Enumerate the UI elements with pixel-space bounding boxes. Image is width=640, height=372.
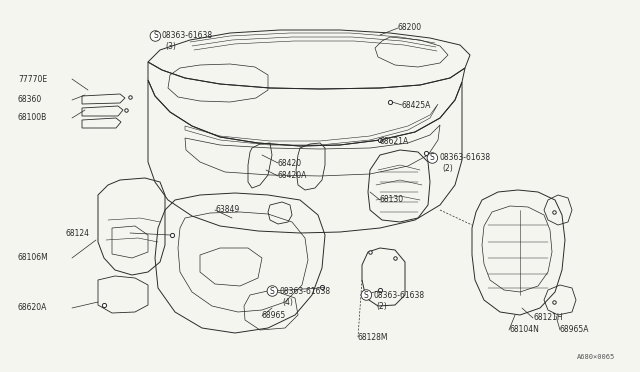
Text: 63849: 63849 [215, 205, 239, 215]
Text: 68965A: 68965A [560, 326, 589, 334]
Text: S: S [270, 286, 275, 295]
Text: 08363-61638: 08363-61638 [162, 32, 213, 41]
Text: 68130: 68130 [380, 196, 404, 205]
Text: S: S [153, 32, 157, 41]
Text: 68420A: 68420A [278, 171, 307, 180]
Text: (4): (4) [282, 298, 293, 307]
Text: 68128M: 68128M [358, 333, 388, 341]
Text: 68621A: 68621A [380, 138, 409, 147]
Text: 08363-61638: 08363-61638 [439, 154, 490, 163]
Text: (2): (2) [376, 301, 387, 311]
Text: 68200: 68200 [398, 23, 422, 32]
Text: (3): (3) [165, 42, 176, 51]
Text: 68620A: 68620A [18, 304, 47, 312]
Text: S: S [364, 291, 369, 299]
Text: A680×0065: A680×0065 [577, 354, 615, 360]
Text: 08363-61638: 08363-61638 [279, 286, 330, 295]
Text: 77770E: 77770E [18, 74, 47, 83]
Text: 68124: 68124 [65, 228, 89, 237]
Text: 68106M: 68106M [18, 253, 49, 263]
Text: 68100B: 68100B [18, 113, 47, 122]
Text: 68121H: 68121H [533, 314, 563, 323]
Text: 68104N: 68104N [509, 326, 539, 334]
Text: S: S [430, 154, 435, 163]
Text: (2): (2) [442, 164, 452, 173]
Text: 68425A: 68425A [402, 100, 431, 109]
Text: 08363-61638: 08363-61638 [373, 291, 424, 299]
Text: 68965: 68965 [262, 311, 286, 321]
Text: 68360: 68360 [18, 96, 42, 105]
Text: 68420: 68420 [278, 158, 302, 167]
